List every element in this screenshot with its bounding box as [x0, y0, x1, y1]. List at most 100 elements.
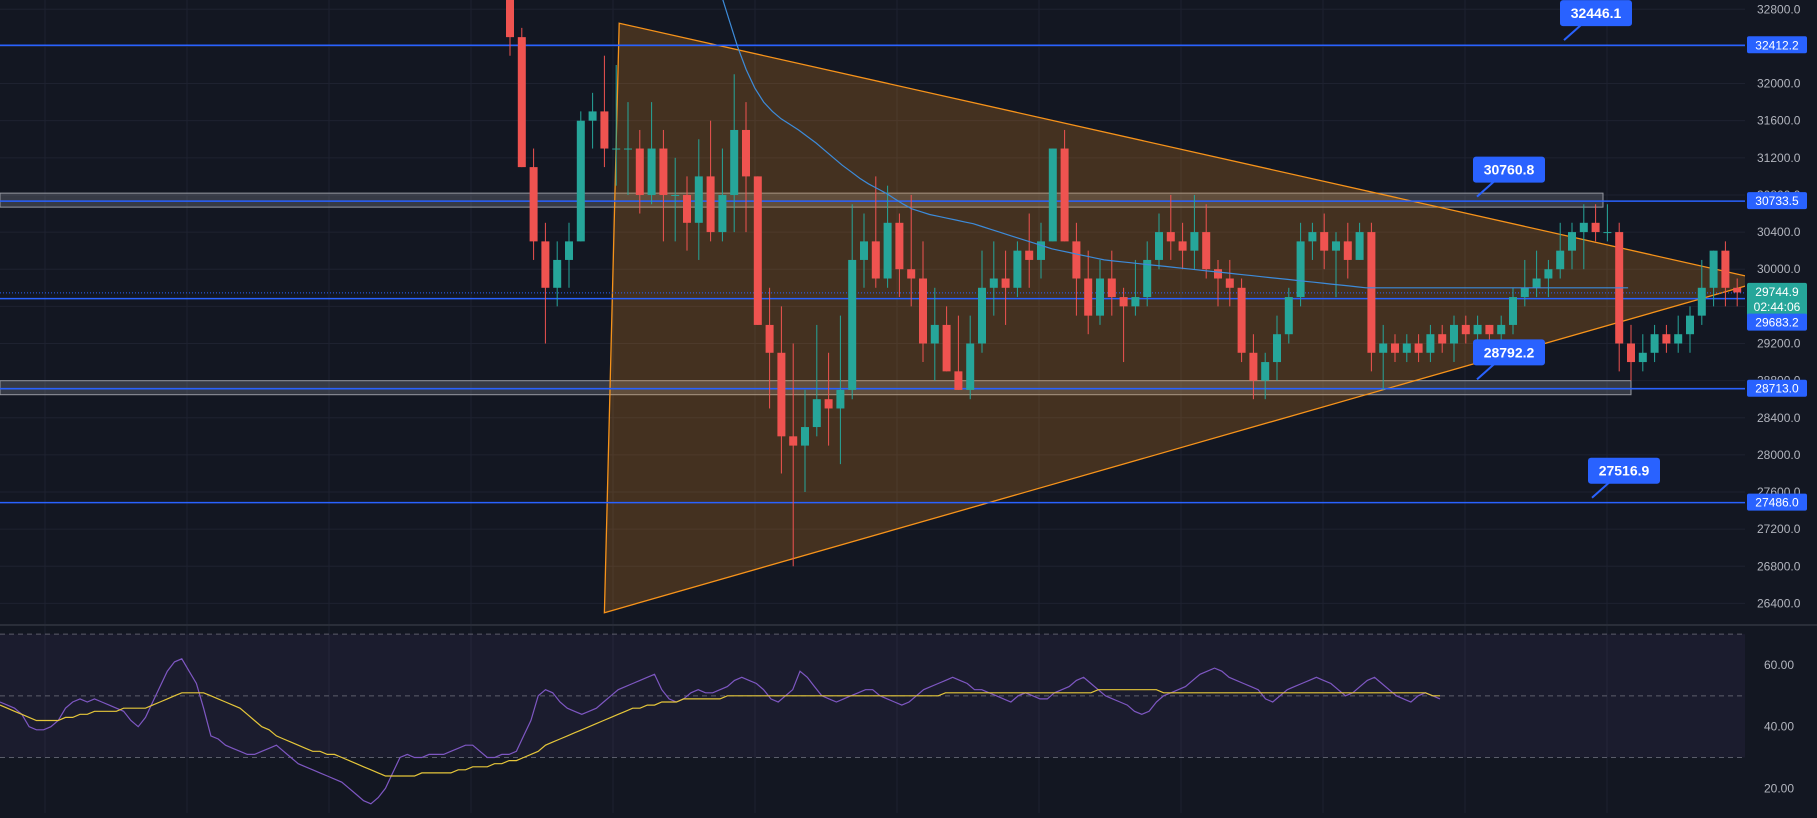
callout-pointer: [1591, 480, 1611, 499]
candle-body: [836, 389, 845, 409]
candle-body: [1591, 222, 1600, 233]
candle-bear: [506, 0, 514, 56]
candle-bull: [930, 287, 939, 381]
candle-bear: [895, 213, 904, 298]
candle-bear: [541, 222, 550, 344]
candle-body: [1638, 352, 1647, 363]
candle-body: [683, 194, 691, 223]
candle-body: [942, 324, 951, 372]
candle-bear: [742, 102, 750, 233]
candle-bear: [1060, 129, 1069, 242]
candle-bear: [1249, 334, 1258, 400]
candle-body: [1485, 324, 1494, 335]
rsi-panel[interactable]: 60.00 40.00 20.00: [0, 624, 1817, 805]
callout-box[interactable]: [1473, 339, 1545, 366]
candle-bear: [1721, 241, 1730, 307]
candle-bull: [1296, 222, 1305, 307]
candle-bear: [1119, 287, 1128, 363]
candle-bull: [1697, 259, 1706, 325]
candle-bear: [1343, 222, 1352, 279]
candle-body: [789, 436, 798, 446]
candle-bear: [907, 194, 916, 307]
callout-box[interactable]: [1473, 156, 1545, 183]
level-callout[interactable]: 32446.1: [1560, 0, 1632, 41]
candle-bear: [919, 241, 927, 363]
candle-bear: [1107, 250, 1116, 316]
candle-body: [1674, 334, 1683, 344]
candle-body: [612, 148, 621, 150]
callout-label: 28792.2: [1484, 344, 1535, 360]
candle-bear: [1214, 259, 1222, 307]
candle-body: [517, 37, 526, 168]
triangle-pattern[interactable]: [603, 22, 1766, 614]
candle-bear: [777, 306, 786, 474]
level-callouts[interactable]: 32446.1 30760.8 28792.2 27516.9: [1473, 0, 1660, 499]
candle-bear: [871, 176, 880, 288]
candle-body: [1013, 250, 1022, 288]
candle-bear: [1367, 222, 1376, 372]
candle-bull: [1355, 222, 1364, 260]
candle-body: [1001, 278, 1010, 288]
price-tick-label: 26400.0: [1757, 596, 1801, 610]
level-callout[interactable]: 30760.8: [1473, 156, 1545, 198]
candle-bear: [600, 55, 609, 168]
candle-body: [1355, 232, 1364, 260]
candle-body: [765, 324, 774, 353]
candle-body: [576, 120, 585, 242]
candle-bear: [1072, 222, 1081, 316]
candle-bear: [1001, 250, 1010, 325]
candle-body: [718, 194, 727, 233]
rsi-tick-label: 40.00: [1764, 720, 1794, 734]
callout-pointer: [1476, 362, 1496, 381]
price-levels[interactable]: [0, 44, 1745, 504]
candle-bull: [1284, 287, 1293, 344]
candle-bull: [565, 222, 573, 288]
candle-bull: [1190, 194, 1199, 270]
callout-box[interactable]: [1588, 457, 1660, 484]
candle-body: [860, 241, 868, 260]
candle-bull: [1497, 315, 1506, 344]
candle-bull: [836, 315, 845, 465]
candle-body: [1450, 324, 1458, 344]
candle-bull: [1579, 204, 1588, 270]
candle-bear: [824, 352, 833, 446]
candle-bear: [683, 176, 691, 251]
price-tick-label: 31600.0: [1757, 114, 1801, 128]
candle-bear: [706, 120, 715, 242]
candle-body: [706, 176, 715, 233]
candle-body: [919, 278, 927, 344]
candlestick-series: [506, 0, 1742, 567]
rsi-ma-line: [0, 689, 1440, 777]
candle-body: [1686, 315, 1694, 335]
candle-body: [1190, 232, 1199, 251]
candle-body: [1249, 352, 1258, 381]
candle-bear: [659, 129, 668, 242]
callout-pointer: [1563, 23, 1583, 41]
price-tick-label: 26800.0: [1757, 559, 1801, 573]
candle-body: [1155, 232, 1163, 260]
level-callout[interactable]: 28792.2: [1473, 339, 1545, 381]
tag-box: [1747, 282, 1807, 317]
callout-pointer: [1476, 179, 1496, 198]
candle-bull: [624, 102, 632, 195]
level-callout[interactable]: 27516.9: [1588, 457, 1660, 499]
candle-body: [1072, 241, 1081, 279]
tag-label: 28713.0: [1755, 382, 1799, 396]
candle-body: [635, 148, 644, 195]
symmetrical-triangle[interactable]: [603, 22, 1766, 614]
candle-body: [1273, 334, 1281, 363]
candle-bear: [1591, 204, 1600, 242]
price-tick-label: 31200.0: [1757, 151, 1801, 165]
candle-body: [1367, 232, 1376, 353]
candle-body: [671, 194, 680, 196]
moving-average-line: [722, 0, 1629, 289]
candle-bull: [612, 64, 621, 186]
callout-box[interactable]: [1560, 0, 1632, 27]
candle-bull: [1308, 222, 1317, 260]
candle-bull: [1131, 259, 1140, 316]
candle-bull: [1261, 352, 1270, 400]
candle-body: [1096, 278, 1104, 316]
candle-body: [930, 324, 939, 344]
